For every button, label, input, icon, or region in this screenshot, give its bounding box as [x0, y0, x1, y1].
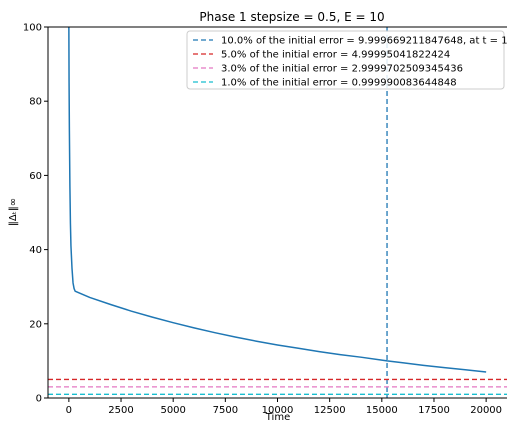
x-tick-label: 12500: [314, 405, 346, 416]
x-tick-label: 10000: [262, 405, 294, 416]
y-tick-label: 60: [29, 171, 42, 182]
x-tick-label: 20000: [470, 405, 502, 416]
axes-layer: 0 2500 5000 7500 10000 12500 15000 17500 20000 0 2…: [23, 23, 507, 416]
legend-box: [186, 30, 505, 90]
x-tick-label: 0: [66, 405, 72, 416]
series-line-0: [68, 27, 487, 373]
y-tick-label: 0: [36, 394, 42, 405]
x-tick-label: 7500: [213, 405, 238, 416]
x-tick-label: 17500: [418, 405, 450, 416]
y-axis-label: ‖Δₜ‖∞: [8, 198, 19, 226]
y-tick-label: 40: [29, 245, 42, 256]
x-tick-label: 2500: [108, 405, 133, 416]
y-tick-label: 80: [29, 97, 42, 108]
legend-label: 10.0% of the initial error = 9.999669211…: [221, 36, 507, 47]
y-tick-label: 20: [29, 319, 42, 330]
y-tick-label: 100: [23, 23, 42, 34]
chart-title: Phase 1 stepsize = 0.5, E = 10: [199, 10, 384, 24]
legend-label: 3.0% of the initial error = 2.9999702509…: [221, 64, 463, 75]
x-tick-label: 15000: [366, 405, 398, 416]
x-axis-label: Time: [265, 412, 290, 423]
legend-label: 5.0% of the initial error = 4.9999504182…: [221, 50, 450, 61]
x-tick-label: 5000: [160, 405, 185, 416]
legend: 10.0% of the initial error = 9.999669211…: [186, 30, 507, 90]
legend-label: 1.0% of the initial error = 0.9999900836…: [221, 78, 457, 89]
